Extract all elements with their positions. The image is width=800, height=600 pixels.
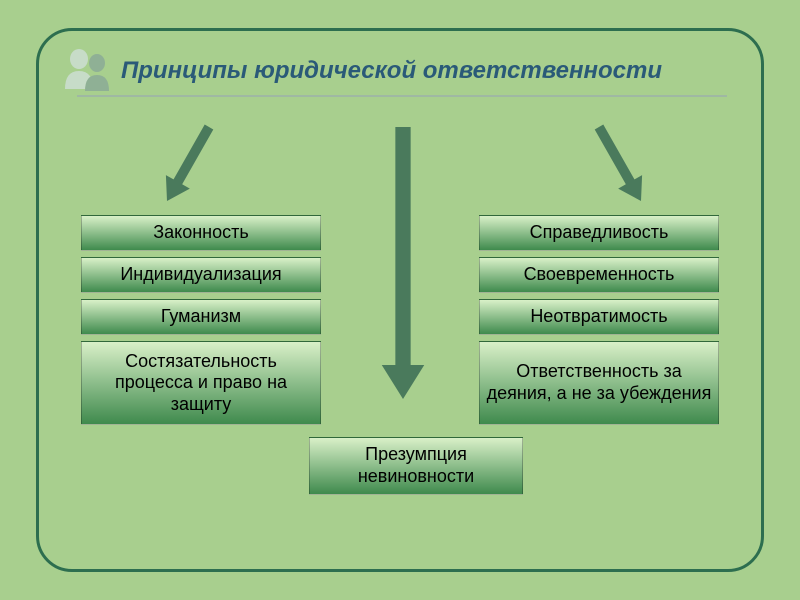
principle-label: Гуманизм: [88, 306, 314, 328]
principle-box: Справедливость: [479, 215, 719, 251]
principle-box: Состязательность процесса и право на защ…: [81, 341, 321, 425]
principle-box: Своевременность: [479, 257, 719, 293]
principle-label: Неотвратимость: [486, 306, 712, 328]
principle-label: Справедливость: [486, 222, 712, 244]
principle-label: Ответственность за деяния, а не за убежд…: [486, 361, 712, 404]
principle-box: Ответственность за деяния, а не за убежд…: [479, 341, 719, 425]
principle-label: Законность: [88, 222, 314, 244]
principle-box: Презумпция невиновности: [309, 437, 523, 495]
principle-box: Законность: [81, 215, 321, 251]
principle-box: Гуманизм: [81, 299, 321, 335]
content-card: Принципы юридической ответственности Зак…: [36, 28, 764, 572]
principle-label: Презумпция невиновности: [316, 444, 516, 487]
principle-label: Своевременность: [486, 264, 712, 286]
principle-label: Индивидуализация: [88, 264, 314, 286]
principle-box: Индивидуализация: [81, 257, 321, 293]
principle-box: Неотвратимость: [479, 299, 719, 335]
principle-label: Состязательность процесса и право на защ…: [88, 351, 314, 416]
